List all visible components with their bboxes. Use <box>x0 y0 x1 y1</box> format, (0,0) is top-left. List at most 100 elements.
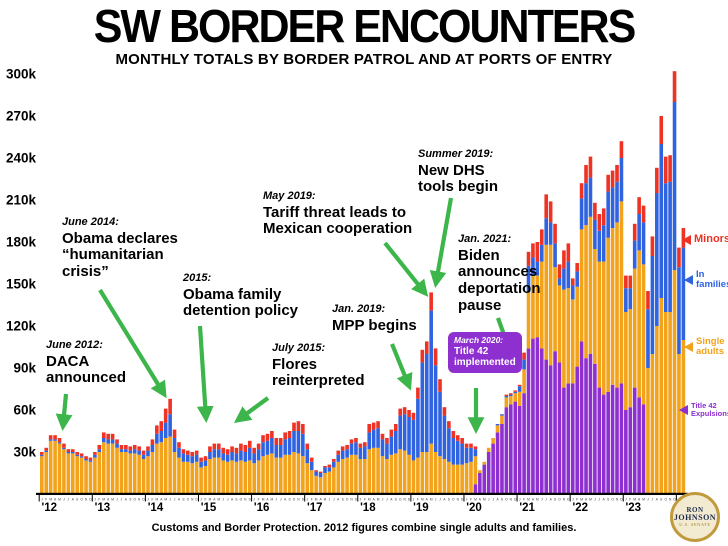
bar-segment <box>566 261 571 289</box>
x-month-letter: J <box>68 498 70 502</box>
bar-segment <box>407 417 411 455</box>
bar-segment <box>270 453 274 494</box>
bar-segment <box>677 354 681 494</box>
bar-segment <box>473 456 478 485</box>
x-month-letter: M <box>483 498 486 502</box>
bar-segment <box>504 397 509 408</box>
bar-segment <box>243 452 248 462</box>
bar-segment <box>407 454 411 494</box>
bar-segment <box>168 436 172 494</box>
bar-segment <box>75 456 79 494</box>
x-month-letter: O <box>240 498 243 502</box>
bar-segment <box>332 467 336 494</box>
x-month-letter: A <box>496 498 499 502</box>
bar-segment <box>287 454 292 494</box>
bar-segment <box>57 438 62 443</box>
bar-segment <box>97 449 102 452</box>
bar-segment <box>252 447 256 454</box>
x-month-letter: J <box>306 498 308 502</box>
bar-segment <box>619 201 624 384</box>
bar-segment <box>336 454 341 462</box>
bar-segment <box>420 452 425 494</box>
bar-segment <box>70 453 75 494</box>
bar-segment <box>495 424 500 426</box>
bar-segment <box>584 358 588 494</box>
annotation-text-line: pause <box>458 296 502 314</box>
bar-segment <box>606 191 610 238</box>
bar-segment <box>155 443 159 494</box>
x-month-letter: S <box>342 498 344 502</box>
bar-segment <box>301 456 305 494</box>
x-month-letter: F <box>364 498 366 502</box>
bar-segment <box>221 447 226 454</box>
bar-segment <box>363 446 367 459</box>
x-month-letter: A <box>443 498 446 502</box>
x-month-letter: J <box>572 498 574 502</box>
bar-segment <box>575 366 579 494</box>
annotation-text-line: implemented <box>454 357 516 369</box>
bar-segment <box>132 453 137 494</box>
bar-segment <box>146 456 150 494</box>
bar-segment <box>548 365 553 494</box>
bar-segment <box>340 459 345 494</box>
bar-segment <box>615 181 619 223</box>
bar-segment <box>110 443 115 494</box>
x-month-letter: J <box>519 498 521 502</box>
bar-segment <box>553 351 557 494</box>
bar-segment <box>385 438 389 444</box>
bar-segment <box>115 447 119 494</box>
bar-segment <box>393 453 398 494</box>
bar-segment <box>380 456 385 494</box>
annotation-arrow <box>390 343 413 391</box>
bar-segment <box>473 446 478 450</box>
bar-segment <box>62 443 66 448</box>
legend-label-line: Single <box>696 336 725 347</box>
x-month-letter: A <box>213 498 216 502</box>
bar-segment <box>84 459 88 461</box>
bar-segment <box>389 454 394 494</box>
bar-segment <box>345 445 349 450</box>
annotation-date: March 2020: <box>454 335 504 345</box>
bar-segment <box>190 456 195 464</box>
bar-segment <box>478 470 482 473</box>
bar-segment <box>588 216 593 354</box>
bar-segment <box>601 394 606 494</box>
x-month-letter: J <box>121 498 123 502</box>
x-month-letter: J <box>435 498 437 502</box>
bar-segment <box>442 407 447 416</box>
bar-segment <box>367 432 372 450</box>
bar-segment <box>562 268 566 290</box>
x-month-letter: N <box>297 498 300 502</box>
bar-segment <box>274 457 279 494</box>
bar-segment <box>62 447 66 450</box>
x-month-letter: N <box>350 498 353 502</box>
x-year-label: '14 <box>148 502 164 514</box>
bar-segment <box>137 454 141 494</box>
bar-segment <box>66 452 71 454</box>
bar-segment <box>562 387 566 494</box>
bar-segment <box>150 452 155 494</box>
bar-segment <box>261 435 265 443</box>
bar-segment <box>172 438 177 452</box>
bar-segment <box>88 457 93 461</box>
bar-segment <box>376 428 380 448</box>
x-month-letter: M <box>58 498 61 502</box>
bar-segment <box>624 275 628 289</box>
bar-segment <box>393 424 398 431</box>
bar-segment <box>194 450 199 455</box>
bar-segment <box>181 453 186 462</box>
bar-segment <box>632 223 637 241</box>
x-month-letter: N <box>244 498 247 502</box>
annotation-detention: 2015: Obama family detention policy <box>183 272 333 320</box>
bar-segment <box>349 439 354 444</box>
legend-item-minors: Minors <box>682 233 728 246</box>
x-month-letter: J <box>386 498 388 502</box>
bar-segment <box>287 431 292 438</box>
x-month-letter: D <box>620 498 623 502</box>
bar-segment <box>464 443 469 448</box>
bar-segment <box>172 429 177 438</box>
bar-segment <box>601 225 606 262</box>
bar-segment <box>385 459 389 494</box>
bar-segment <box>584 165 588 184</box>
